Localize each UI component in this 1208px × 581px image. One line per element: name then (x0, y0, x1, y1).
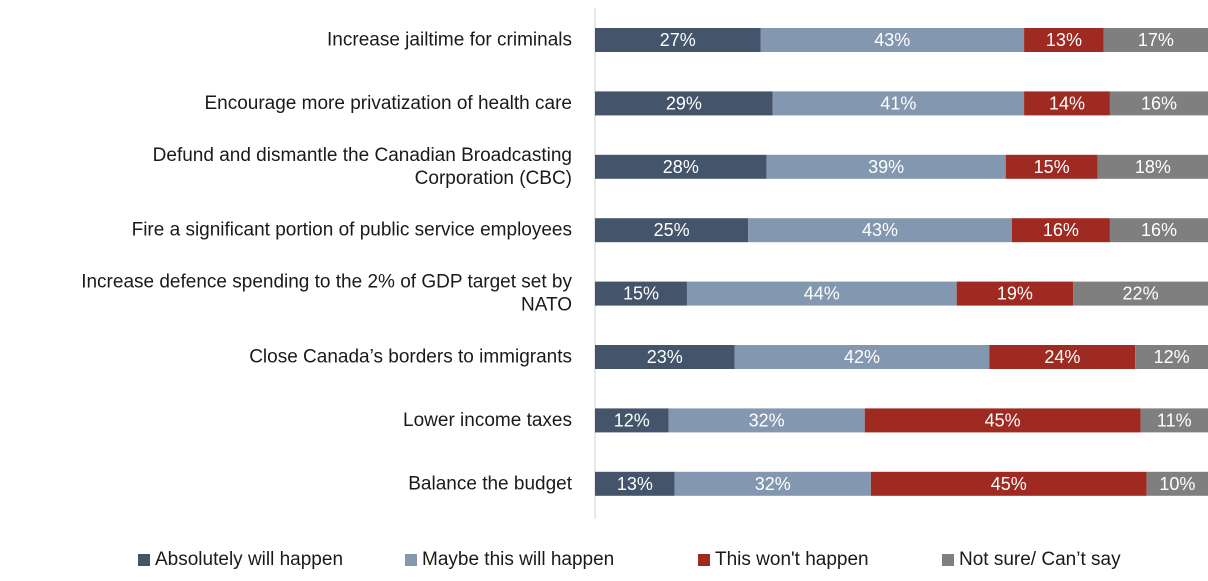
legend-item: This won't happen (698, 544, 869, 576)
bar-segment (989, 345, 1136, 369)
legend-item: Absolutely will happen (138, 544, 343, 576)
bar-segment (1109, 91, 1208, 116)
data-label: 25% (654, 220, 690, 240)
bar-segment (748, 218, 1012, 243)
legend-label: Not sure/ Can’t say (959, 549, 1121, 570)
legend-swatch (405, 554, 417, 566)
data-label: 17% (1138, 30, 1174, 50)
bar-segment (1011, 218, 1110, 243)
bar-segment (870, 471, 1147, 496)
legend-swatch (942, 554, 954, 566)
bar-segment (772, 91, 1025, 116)
legend: Absolutely will happen Maybe this will ha… (0, 544, 1208, 576)
data-label: 10% (1159, 474, 1195, 494)
data-label: 43% (874, 30, 910, 50)
bar-segment (734, 345, 990, 369)
bar-segment (1097, 154, 1208, 179)
data-label: 32% (749, 410, 785, 430)
bar-segment (686, 281, 957, 306)
data-label: 18% (1135, 157, 1171, 177)
category-label: Lower income taxes (403, 410, 572, 431)
bar-segment (1135, 345, 1208, 369)
bar-segment (766, 154, 1006, 179)
category-label: Defund and dismantle the Canadian Broadc… (153, 145, 572, 189)
bar-segment (595, 91, 773, 116)
bar-segment (864, 408, 1141, 433)
data-label: 16% (1141, 93, 1177, 113)
data-label: 11% (1157, 410, 1192, 430)
bar-segment (1024, 91, 1110, 116)
legend-item: Not sure/ Can’t say (942, 544, 1121, 576)
bar-segment (595, 154, 767, 179)
data-label: 16% (1141, 220, 1177, 240)
legend-label: Maybe this will happen (422, 549, 615, 570)
data-label: 22% (1123, 284, 1159, 304)
bar-segment (1005, 154, 1098, 179)
bar-segment (1024, 28, 1104, 52)
bar-segment (595, 28, 761, 52)
data-label: 12% (1154, 347, 1190, 367)
bar-segment (1109, 218, 1208, 243)
data-label: 19% (997, 284, 1033, 304)
category-label: Encourage more privatization of health c… (204, 93, 572, 114)
data-label: 27% (660, 30, 696, 50)
data-label: 13% (1046, 30, 1082, 50)
data-label: 45% (991, 474, 1027, 494)
category-label: Balance the budget (408, 473, 572, 494)
data-label: 42% (844, 347, 880, 367)
bar-segment (1146, 471, 1208, 496)
category-label: Increase defence spending to the 2% of G… (81, 272, 572, 316)
bar-segment (1140, 408, 1208, 433)
data-label: 41% (880, 93, 916, 113)
data-label: 43% (862, 220, 898, 240)
data-label: 44% (804, 284, 840, 304)
data-label: 14% (1049, 93, 1085, 113)
bar-segment (760, 28, 1025, 52)
data-label: 28% (663, 157, 699, 177)
data-label: 29% (666, 93, 702, 113)
bar-segment (595, 408, 669, 433)
bar-segment (595, 218, 749, 243)
category-label: Fire a significant portion of public ser… (132, 220, 572, 241)
bar-segment (595, 281, 687, 306)
bar-segment (595, 345, 735, 369)
bar-segment (674, 471, 871, 496)
legend-swatch (698, 554, 710, 566)
bar-segment (595, 471, 675, 496)
bar-segment (956, 281, 1074, 306)
data-label: 13% (617, 474, 653, 494)
category-label: Close Canada’s borders to immigrants (249, 347, 572, 368)
data-label: 32% (755, 474, 791, 494)
bar-segment (668, 408, 865, 433)
bar-segment (1073, 281, 1208, 306)
data-label: 12% (614, 410, 650, 430)
data-label: 23% (647, 347, 683, 367)
legend-swatch (138, 554, 150, 566)
data-label: 45% (985, 410, 1021, 430)
legend-label: Absolutely will happen (155, 549, 344, 570)
data-label: 24% (1044, 347, 1080, 367)
data-label: 16% (1043, 220, 1079, 240)
bar-segment (1103, 28, 1208, 52)
data-label: 15% (623, 284, 659, 304)
legend-label: This won't happen (715, 549, 869, 570)
category-label: Increase jailtime for criminals (327, 30, 572, 51)
chart-plot: Increase jailtime for criminals 27% 43% 13%… (81, 8, 1208, 519)
data-label: 39% (868, 157, 904, 177)
data-label: 15% (1034, 157, 1070, 177)
legend-item: Maybe this will happen (405, 544, 614, 576)
